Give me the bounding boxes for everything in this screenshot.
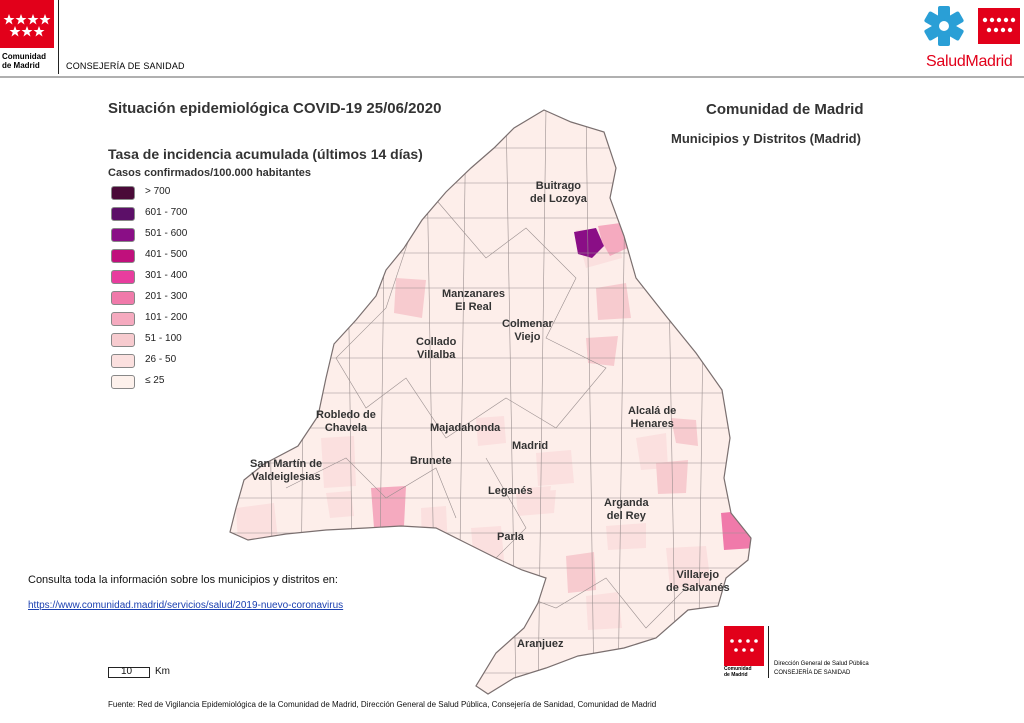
- town-label-majadahonda: Majadahonda: [430, 422, 501, 434]
- bottom-org-line1: Comunidad: [724, 666, 752, 672]
- legend-item: 601 - 700: [111, 207, 231, 221]
- bottom-org-name: Comunidad de Madrid: [724, 666, 752, 678]
- town-label-parla: Parla: [497, 531, 524, 543]
- municipality: [526, 486, 551, 506]
- municipality: [721, 510, 751, 550]
- municipality: [371, 486, 406, 528]
- legend-label: ≤ 25: [145, 375, 165, 386]
- town-label-villarejo: Villarejo de Salvanés: [666, 569, 730, 594]
- municipality: [476, 416, 506, 446]
- salud-madrid-logo: [922, 2, 1022, 74]
- legend-swatch: [111, 291, 135, 305]
- info-text: Consulta toda la información sobre los m…: [28, 574, 338, 586]
- legend-item: 201 - 300: [111, 291, 231, 305]
- bottom-department: CONSEJERÍA DE SANIDAD: [774, 670, 851, 676]
- source-note: Fuente: Red de Vigilancia Epidemiológica…: [108, 700, 657, 709]
- map-svg: [229, 109, 752, 695]
- municipality: [394, 278, 426, 318]
- legend-subtitle: Casos confirmados/100.000 habitantes: [108, 167, 311, 179]
- municipality-high-incidence: [574, 228, 604, 258]
- municipality: [586, 336, 618, 366]
- town-label-arganda: Arganda del Rey: [604, 497, 649, 522]
- legend-label: > 700: [145, 186, 171, 197]
- comunidad-madrid-flag-icon: [0, 0, 54, 48]
- legend-item: 501 - 600: [111, 228, 231, 242]
- municipality: [596, 283, 631, 320]
- legend-item: 301 - 400: [111, 270, 231, 284]
- town-label-brunete: Brunete: [410, 455, 452, 467]
- legend-label: 401 - 500: [145, 249, 188, 260]
- choropleth-map: [226, 108, 786, 698]
- legend-swatch: [111, 375, 135, 389]
- municipality: [606, 523, 646, 550]
- legend-label: 51 - 100: [145, 333, 182, 344]
- department-label: CONSEJERÍA DE SANIDAD: [66, 61, 185, 71]
- legend-item: > 700: [111, 186, 231, 200]
- legend-swatch: [111, 228, 135, 242]
- legend-label: 601 - 700: [145, 207, 188, 218]
- town-label-alcala: Alcalá de Henares: [628, 405, 677, 430]
- town-label-buitrago: Buitrago del Lozoya: [530, 180, 587, 205]
- legend-label: 201 - 300: [145, 291, 188, 302]
- municipality: [636, 433, 668, 470]
- madrid-flag-icon: [978, 8, 1020, 44]
- org-name-line1: Comunidad: [2, 52, 46, 61]
- legend-swatch: [111, 186, 135, 200]
- legend-swatch: [111, 354, 135, 368]
- town-label-colmenar: Colmenar Viejo: [502, 318, 553, 343]
- legend-title: Tasa de incidencia acumulada (últimos 14…: [108, 146, 423, 162]
- header-rule: [0, 76, 1024, 78]
- info-link[interactable]: https://www.comunidad.madrid/servicios/s…: [28, 600, 344, 611]
- municipality: [586, 592, 622, 630]
- legend-label: 101 - 200: [145, 312, 188, 323]
- municipality: [536, 450, 574, 486]
- legend-item: ≤ 25: [111, 375, 231, 389]
- org-name: Comunidad de Madrid: [2, 52, 46, 70]
- legend-item: 101 - 200: [111, 312, 231, 326]
- municipality: [326, 491, 354, 518]
- bottom-directorate: Dirección General de Salud Pública: [774, 661, 869, 667]
- town-label-robledo: Robledo de Chavela: [316, 409, 376, 434]
- municipality: [566, 552, 596, 593]
- town-label-aranjuez: Aranjuez: [517, 638, 564, 650]
- legend-item: 401 - 500: [111, 249, 231, 263]
- town-label-madrid: Madrid: [512, 440, 549, 452]
- subregion-title: Municipios y Distritos (Madrid): [671, 131, 861, 146]
- org-name-line2: de Madrid: [2, 61, 40, 70]
- municipality: [671, 418, 698, 446]
- brand-name: SaludMadrid: [926, 53, 1013, 70]
- header-divider: [58, 0, 59, 74]
- legend-label: 301 - 400: [145, 270, 188, 281]
- scale-unit: Km: [155, 666, 170, 677]
- legend-swatch: [111, 270, 135, 284]
- legend-label: 26 - 50: [145, 354, 177, 365]
- legend-swatch: [111, 249, 135, 263]
- legend-label: 501 - 600: [145, 228, 188, 239]
- header: Comunidad de Madrid CONSEJERÍA DE SANIDA…: [0, 0, 1024, 80]
- bottom-madrid-flag-icon: [724, 626, 764, 666]
- region-title: Comunidad de Madrid: [706, 101, 864, 118]
- bottom-divider: [768, 626, 769, 678]
- scale-bar: [108, 667, 150, 678]
- scale-value: 10: [121, 666, 133, 677]
- town-label-leganes: Leganés: [488, 485, 533, 497]
- town-label-manzanares: Manzanares El Real: [442, 288, 505, 313]
- town-label-collado: Collado Villalba: [416, 336, 457, 361]
- legend-swatch: [111, 312, 135, 326]
- town-label-san-martin: San Martín de Valdeiglesias: [250, 458, 323, 483]
- legend-item: 26 - 50: [111, 354, 231, 368]
- legend-swatch: [111, 333, 135, 347]
- map-title: Situación epidemiológica COVID-19 25/06/…: [108, 100, 442, 117]
- bottom-org-line2: de Madrid: [724, 672, 748, 678]
- legend-swatch: [111, 207, 135, 221]
- legend-item: 51 - 100: [111, 333, 231, 347]
- star-of-life-icon: [924, 6, 964, 46]
